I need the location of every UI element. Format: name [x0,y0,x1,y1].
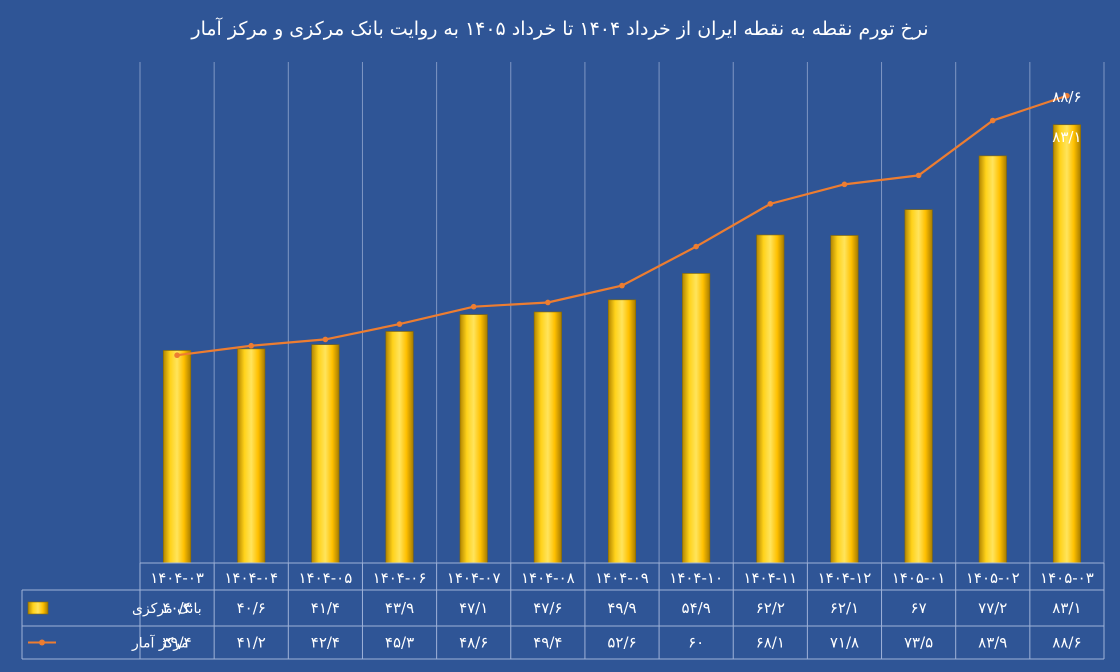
category-label: ۱۴۰۴-۰۸ [521,569,575,587]
line-value-cell: ۶۰ [688,634,704,652]
line-point [322,336,329,343]
line-point [1064,92,1070,99]
line-value-cell: ۸۳/۹ [978,634,1007,652]
category-label: ۱۴۰۵-۰۱ [892,569,946,587]
category-label: ۱۴۰۴-۱۲ [818,569,872,587]
category-label: ۱۴۰۴-۱۱ [743,569,797,587]
bar [459,314,488,564]
legend-bar-swatch [27,601,49,615]
line-point [174,352,180,359]
bar-value-cell: ۵۴/۹ [682,599,711,617]
line-value-cell: ۶۸/۱ [756,634,785,652]
line-value-cell: ۴۹/۴ [533,634,562,652]
line-value-cell: ۳۹/۴ [162,634,191,652]
category-label: ۱۴۰۴-۰۳ [150,569,204,587]
bar-value-cell: ۴۳/۹ [385,599,414,617]
line-point [693,243,699,250]
legend-bar-label: بانک مرکزی [132,601,202,617]
bar [163,350,192,564]
data-table: ۱۴۰۴-۰۳ ۱۴۰۴-۰۴ ۱۴۰۴-۰۵ ۱۴۰۴-۰۶ ۱۴۰۴-۰۷ ۱۴۰۴-… [21,562,1105,660]
category-label: ۱۴۰۴-۰۶ [373,569,427,587]
bar-value-cell: ۴۰/۳ [162,599,191,617]
bar [533,311,562,564]
bar-value-cell: ۴۹/۹ [607,599,636,617]
line-point [248,342,255,349]
line-value-cell: ۴۸/۶ [459,634,488,652]
bar [830,235,859,564]
category-label: ۱۴۰۴-۰۹ [595,569,649,587]
bar-value-cell: ۴۷/۱ [459,599,488,617]
bar-value-cell: ۴۷/۶ [533,599,562,617]
category-label: ۱۴۰۴-۰۷ [447,569,501,587]
line-value-cell: ۵۲/۶ [607,634,636,652]
bar-value-cell: ۶۲/۲ [756,599,785,617]
legend-line-marker [39,639,45,646]
bar-value-cell: ۶۷ [911,599,927,617]
category-label: ۱۴۰۵-۰۳ [1040,569,1094,587]
line-point [470,303,477,310]
category-label: ۱۴۰۴-۱۰ [669,569,723,587]
bar-value-cell: ۶۲/۱ [830,599,859,617]
line-point [619,282,625,289]
bar-value-cell: ۷۷/۲ [978,599,1007,617]
bar [1052,124,1081,564]
bar [682,273,711,564]
line-value-cell: ۴۲/۴ [311,634,340,652]
line-point [841,181,848,188]
bar-value-cell: ۴۱/۴ [311,599,340,617]
category-label: ۱۴۰۴-۰۴ [224,569,278,587]
bar-series [163,124,1081,564]
bar-value-cell: ۸۳/۱ [1052,599,1081,617]
bar [385,331,414,564]
line-value-cell: ۷۳/۵ [904,634,933,652]
line-point [396,321,403,327]
line-point [545,299,551,306]
grid-lines [139,62,1105,563]
bar-data-label: ۸۳/۱ [1052,128,1081,146]
category-label: ۱۴۰۴-۰۵ [299,569,353,587]
line-point [767,201,774,207]
bar [607,299,637,564]
category-label: ۱۴۰۵-۰۲ [966,569,1020,587]
bar [978,155,1007,564]
line-value-cell: ۸۸/۶ [1052,634,1081,652]
bar [237,348,266,564]
bar [756,234,785,564]
line-value-cell: ۴۵/۳ [385,634,414,652]
line-value-cell: ۴۱/۲ [237,634,266,652]
line-point [915,172,922,179]
chart-title: نرخ تورم نقطه به نقطه ایران از خرداد ۱۴۰… [190,16,928,40]
bar [311,344,340,564]
legend-line-label: مرکز آمار [131,635,188,652]
line-point [989,117,996,124]
line-value-cell: ۷۱/۸ [830,634,859,652]
bar-value-cell: ۴۰/۶ [237,599,266,617]
bar [904,209,933,564]
data-labels: ۸۸/۶ ۸۳/۱ [1052,88,1081,146]
line-series [174,92,1070,359]
line-data-label: ۸۸/۶ [1052,88,1081,106]
